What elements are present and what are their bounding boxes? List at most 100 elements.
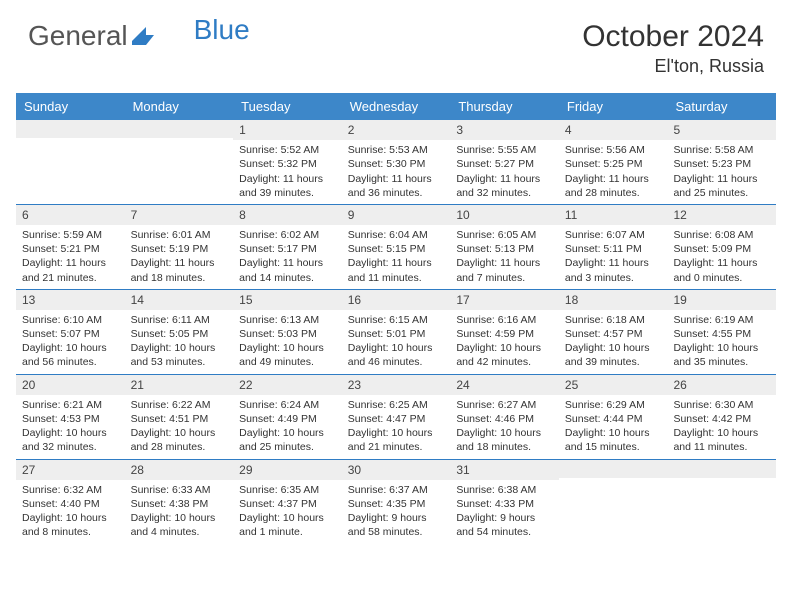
- day-details: Sunrise: 6:18 AMSunset: 4:57 PMDaylight:…: [559, 310, 668, 374]
- sunset-text: Sunset: 5:09 PM: [673, 242, 770, 256]
- daylight-text: Daylight: 10 hours and 15 minutes.: [565, 426, 662, 454]
- day-details: Sunrise: 6:11 AMSunset: 5:05 PMDaylight:…: [125, 310, 234, 374]
- daylight-text: Daylight: 10 hours and 42 minutes.: [456, 341, 553, 369]
- daylight-text: Daylight: 10 hours and 49 minutes.: [239, 341, 336, 369]
- daylight-text: Daylight: 10 hours and 53 minutes.: [131, 341, 228, 369]
- day-details: Sunrise: 6:15 AMSunset: 5:01 PMDaylight:…: [342, 310, 451, 374]
- day-details: Sunrise: 5:55 AMSunset: 5:27 PMDaylight:…: [450, 140, 559, 204]
- sunrise-text: Sunrise: 6:35 AM: [239, 483, 336, 497]
- day-number: 18: [559, 290, 668, 310]
- day-cell: 17Sunrise: 6:16 AMSunset: 4:59 PMDayligh…: [450, 290, 559, 374]
- sunset-text: Sunset: 4:49 PM: [239, 412, 336, 426]
- weekday-mon: Monday: [125, 93, 234, 120]
- day-details: Sunrise: 6:25 AMSunset: 4:47 PMDaylight:…: [342, 395, 451, 459]
- day-number: 12: [667, 205, 776, 225]
- weekday-header: Sunday Monday Tuesday Wednesday Thursday…: [16, 93, 776, 120]
- day-cell: 23Sunrise: 6:25 AMSunset: 4:47 PMDayligh…: [342, 375, 451, 459]
- day-number: 4: [559, 120, 668, 140]
- day-details: Sunrise: 6:01 AMSunset: 5:19 PMDaylight:…: [125, 225, 234, 289]
- sunrise-text: Sunrise: 6:38 AM: [456, 483, 553, 497]
- day-cell: 5Sunrise: 5:58 AMSunset: 5:23 PMDaylight…: [667, 120, 776, 204]
- sunset-text: Sunset: 4:51 PM: [131, 412, 228, 426]
- day-cell: 27Sunrise: 6:32 AMSunset: 4:40 PMDayligh…: [16, 460, 125, 544]
- sunrise-text: Sunrise: 5:52 AM: [239, 143, 336, 157]
- day-details: Sunrise: 6:19 AMSunset: 4:55 PMDaylight:…: [667, 310, 776, 374]
- daylight-text: Daylight: 11 hours and 21 minutes.: [22, 256, 119, 284]
- day-number: 19: [667, 290, 776, 310]
- day-number: 23: [342, 375, 451, 395]
- day-details: Sunrise: 6:33 AMSunset: 4:38 PMDaylight:…: [125, 480, 234, 544]
- sunrise-text: Sunrise: 6:19 AM: [673, 313, 770, 327]
- day-details: Sunrise: 6:24 AMSunset: 4:49 PMDaylight:…: [233, 395, 342, 459]
- day-cell: 7Sunrise: 6:01 AMSunset: 5:19 PMDaylight…: [125, 205, 234, 289]
- day-number: 20: [16, 375, 125, 395]
- daylight-text: Daylight: 10 hours and 4 minutes.: [131, 511, 228, 539]
- month-title: October 2024: [582, 20, 764, 54]
- day-number: [559, 460, 668, 478]
- sunset-text: Sunset: 4:42 PM: [673, 412, 770, 426]
- day-cell: 6 Sunrise: 5:59 AMSunset: 5:21 PMDaylight…: [16, 205, 125, 289]
- day-number: [16, 120, 125, 138]
- day-details: Sunrise: 6:30 AMSunset: 4:42 PMDaylight:…: [667, 395, 776, 459]
- day-number: 30: [342, 460, 451, 480]
- sunset-text: Sunset: 4:37 PM: [239, 497, 336, 511]
- day-number: 8: [233, 205, 342, 225]
- day-cell: 8Sunrise: 6:02 AMSunset: 5:17 PMDaylight…: [233, 205, 342, 289]
- day-number: 14: [125, 290, 234, 310]
- sunset-text: Sunset: 5:15 PM: [348, 242, 445, 256]
- day-cell: 20Sunrise: 6:21 AMSunset: 4:53 PMDayligh…: [16, 375, 125, 459]
- day-details: Sunrise: 6:16 AMSunset: 4:59 PMDaylight:…: [450, 310, 559, 374]
- day-number: 11: [559, 205, 668, 225]
- day-details: Sunrise: 6:04 AMSunset: 5:15 PMDaylight:…: [342, 225, 451, 289]
- day-details: Sunrise: 5:52 AMSunset: 5:32 PMDaylight:…: [233, 140, 342, 204]
- day-details: Sunrise: 6:35 AMSunset: 4:37 PMDaylight:…: [233, 480, 342, 544]
- brand-part1: General: [28, 20, 128, 52]
- day-number: 6: [16, 205, 125, 225]
- sunset-text: Sunset: 5:21 PM: [22, 242, 119, 256]
- sunset-text: Sunset: 4:38 PM: [131, 497, 228, 511]
- sunset-text: Sunset: 4:40 PM: [22, 497, 119, 511]
- sunrise-text: Sunrise: 6:07 AM: [565, 228, 662, 242]
- day-cell: 21Sunrise: 6:22 AMSunset: 4:51 PMDayligh…: [125, 375, 234, 459]
- day-cell: [667, 460, 776, 544]
- sunset-text: Sunset: 4:35 PM: [348, 497, 445, 511]
- day-cell: 13Sunrise: 6:10 AMSunset: 5:07 PMDayligh…: [16, 290, 125, 374]
- sunset-text: Sunset: 4:57 PM: [565, 327, 662, 341]
- sunrise-text: Sunrise: 6:29 AM: [565, 398, 662, 412]
- day-number: 31: [450, 460, 559, 480]
- sunset-text: Sunset: 4:53 PM: [22, 412, 119, 426]
- sunset-text: Sunset: 5:17 PM: [239, 242, 336, 256]
- sunrise-text: Sunrise: 6:01 AM: [131, 228, 228, 242]
- sunrise-text: Sunrise: 6:24 AM: [239, 398, 336, 412]
- daylight-text: Daylight: 11 hours and 32 minutes.: [456, 172, 553, 200]
- sunrise-text: Sunrise: 5:59 AM: [22, 228, 119, 242]
- day-details: Sunrise: 6:02 AMSunset: 5:17 PMDaylight:…: [233, 225, 342, 289]
- sunset-text: Sunset: 5:25 PM: [565, 157, 662, 171]
- sunset-text: Sunset: 5:01 PM: [348, 327, 445, 341]
- weekday-fri: Friday: [559, 93, 668, 120]
- sunrise-text: Sunrise: 6:05 AM: [456, 228, 553, 242]
- sunset-text: Sunset: 5:03 PM: [239, 327, 336, 341]
- sunset-text: Sunset: 5:11 PM: [565, 242, 662, 256]
- sunrise-text: Sunrise: 6:08 AM: [673, 228, 770, 242]
- day-number: 5: [667, 120, 776, 140]
- day-details: Sunrise: 6:38 AMSunset: 4:33 PMDaylight:…: [450, 480, 559, 544]
- day-number: 15: [233, 290, 342, 310]
- weekday-sun: Sunday: [16, 93, 125, 120]
- day-cell: 1Sunrise: 5:52 AMSunset: 5:32 PMDaylight…: [233, 120, 342, 204]
- day-details: Sunrise: 6:13 AMSunset: 5:03 PMDaylight:…: [233, 310, 342, 374]
- sunset-text: Sunset: 4:44 PM: [565, 412, 662, 426]
- week-row: 6 Sunrise: 5:59 AMSunset: 5:21 PMDaylight…: [16, 205, 776, 290]
- weekday-wed: Wednesday: [342, 93, 451, 120]
- sunrise-text: Sunrise: 6:04 AM: [348, 228, 445, 242]
- day-number: 29: [233, 460, 342, 480]
- day-number: 10: [450, 205, 559, 225]
- sunrise-text: Sunrise: 6:37 AM: [348, 483, 445, 497]
- daylight-text: Daylight: 11 hours and 39 minutes.: [239, 172, 336, 200]
- daylight-text: Daylight: 10 hours and 8 minutes.: [22, 511, 119, 539]
- daylight-text: Daylight: 10 hours and 32 minutes.: [22, 426, 119, 454]
- sunrise-text: Sunrise: 5:58 AM: [673, 143, 770, 157]
- day-number: [667, 460, 776, 478]
- sunrise-text: Sunrise: 5:56 AM: [565, 143, 662, 157]
- day-cell: [16, 120, 125, 204]
